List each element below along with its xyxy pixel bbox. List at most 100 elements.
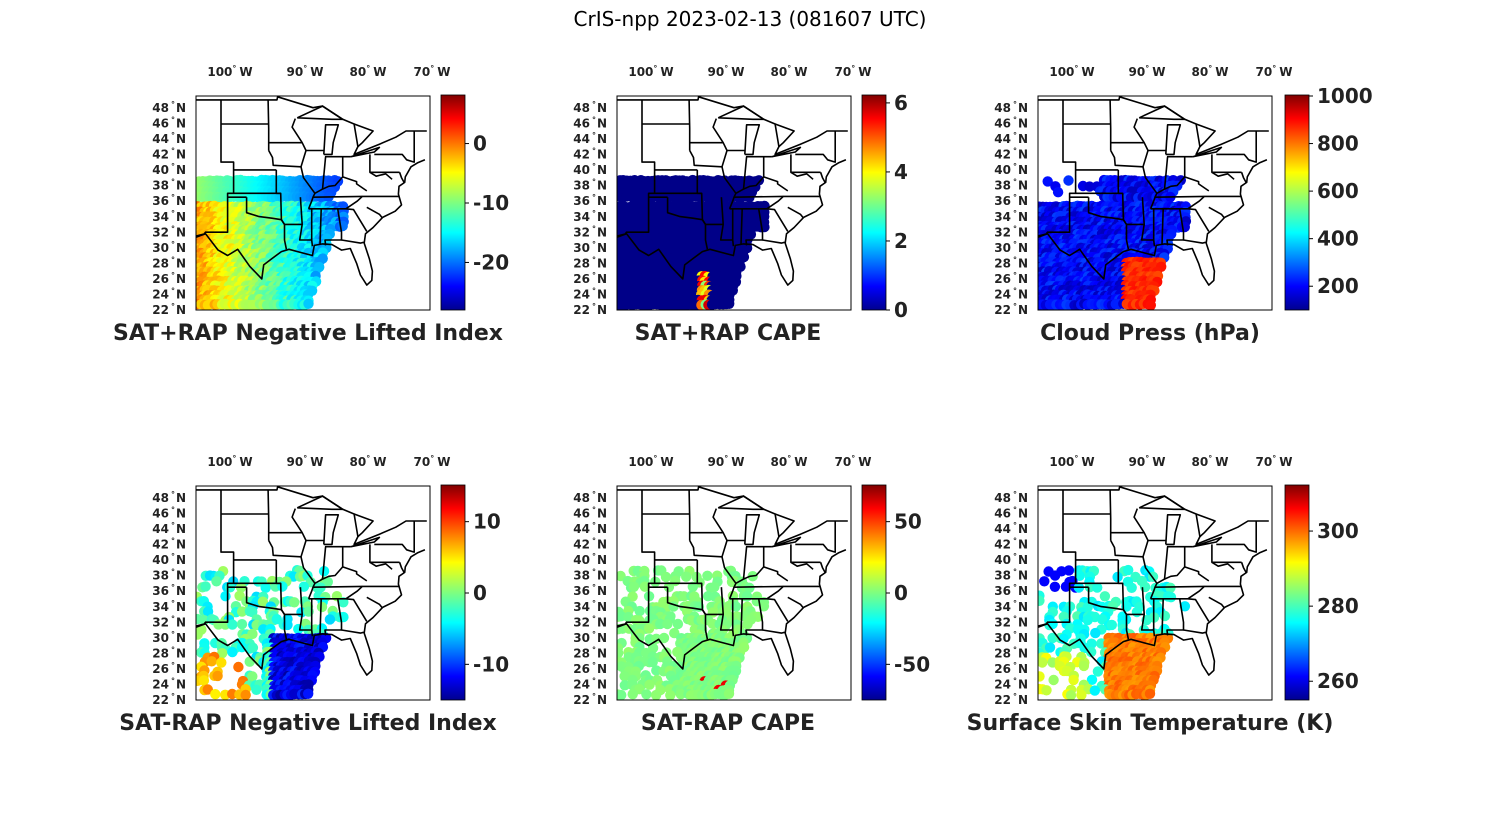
border-line bbox=[291, 508, 316, 584]
observation-point bbox=[1068, 674, 1079, 686]
observation-point bbox=[1041, 685, 1052, 696]
panel-title: SAT+RAP Negative Lifted Index bbox=[113, 321, 503, 346]
observation-point bbox=[1063, 175, 1074, 186]
border-line bbox=[790, 171, 814, 180]
observation-point bbox=[681, 571, 692, 582]
observation-point bbox=[200, 581, 211, 592]
border-line bbox=[766, 585, 820, 600]
observation-point bbox=[1099, 591, 1111, 602]
border-line bbox=[366, 596, 383, 608]
observation-point bbox=[617, 689, 627, 700]
observation-point bbox=[639, 581, 651, 592]
latitude-label: 44 °N bbox=[994, 521, 1028, 536]
observation-point bbox=[1060, 581, 1072, 592]
observation-point bbox=[678, 591, 690, 602]
observation-point bbox=[647, 656, 658, 668]
longitude-label: 90° W bbox=[708, 64, 745, 79]
latitude-label: 36 °N bbox=[152, 583, 186, 598]
latitude-label: 46 °N bbox=[994, 506, 1028, 521]
border-line bbox=[341, 239, 364, 244]
observation-point bbox=[1074, 570, 1085, 581]
latitude-label: 44 °N bbox=[152, 131, 186, 146]
observation-point bbox=[324, 614, 336, 625]
longitude-label: 90° W bbox=[287, 64, 324, 79]
panel-title: SAT-RAP Negative Lifted Index bbox=[119, 711, 496, 736]
border-line bbox=[337, 598, 368, 622]
longitude-label: 70° W bbox=[1256, 64, 1293, 79]
border-line bbox=[398, 172, 405, 183]
observation-point bbox=[650, 689, 662, 700]
border-line bbox=[1138, 105, 1186, 121]
border-line bbox=[617, 622, 627, 628]
observation-point bbox=[643, 623, 655, 634]
colorbar-tick-label: 6 bbox=[894, 91, 908, 115]
border-line bbox=[1133, 118, 1158, 194]
border-line bbox=[666, 587, 709, 640]
observation-point bbox=[641, 689, 652, 700]
colorbar-tick-label: 0 bbox=[894, 298, 908, 322]
border-line bbox=[321, 156, 327, 190]
latitude-label: 40 °N bbox=[994, 162, 1028, 177]
colorbar-tick-label: 300 bbox=[1317, 519, 1359, 543]
observation-point bbox=[303, 688, 314, 699]
observation-point bbox=[233, 661, 244, 673]
border-line bbox=[350, 146, 381, 158]
latitude-labels: 22 °N24 °N26 °N28 °N30 °N32 °N34 °N36 °N38 °N40 °N… bbox=[152, 100, 186, 317]
longitude-label: 70° W bbox=[414, 454, 451, 469]
border-line bbox=[1154, 195, 1205, 198]
border-line bbox=[1179, 208, 1210, 232]
latitude-label: 32 °N bbox=[994, 224, 1028, 239]
border-line bbox=[1163, 156, 1169, 190]
observation-point bbox=[1123, 564, 1134, 576]
map-area bbox=[617, 96, 851, 310]
border-line bbox=[819, 172, 826, 183]
longitude-label: 80° W bbox=[350, 64, 387, 79]
latitude-label: 34 °N bbox=[573, 209, 607, 224]
observation-point bbox=[318, 566, 330, 577]
observation-point bbox=[211, 576, 222, 587]
border-line bbox=[758, 598, 789, 622]
border-line bbox=[819, 562, 826, 573]
border-line bbox=[1138, 495, 1186, 511]
observation-point bbox=[210, 689, 221, 700]
latitude-label: 24 °N bbox=[994, 286, 1028, 301]
border-line bbox=[1208, 206, 1225, 218]
observation-point bbox=[619, 671, 630, 682]
latitude-label: 40 °N bbox=[573, 552, 607, 567]
border-line bbox=[733, 195, 784, 198]
border-line bbox=[719, 587, 735, 637]
latitude-label: 32 °N bbox=[152, 614, 186, 629]
colorbar-tick-label: -10 bbox=[473, 652, 509, 676]
latitude-label: 42 °N bbox=[573, 147, 607, 162]
observation-point bbox=[1044, 642, 1056, 653]
observation-point bbox=[202, 684, 213, 695]
observation-point bbox=[1047, 632, 1058, 644]
border-line bbox=[742, 598, 764, 636]
observation-point bbox=[1065, 690, 1077, 700]
observation-point bbox=[1089, 685, 1101, 696]
latitude-label: 24 °N bbox=[152, 676, 186, 691]
coastline bbox=[617, 159, 847, 286]
border-line bbox=[267, 99, 270, 151]
latitude-label: 30 °N bbox=[573, 240, 607, 255]
colorbar-tick-label: 0 bbox=[473, 581, 487, 605]
latitude-label: 22 °N bbox=[994, 692, 1028, 707]
border-line bbox=[774, 513, 795, 538]
observation-point bbox=[1126, 582, 1137, 593]
border-line bbox=[771, 536, 802, 548]
figure-title: CrIS-npp 2023-02-13 (081607 UTC) bbox=[573, 7, 927, 31]
longitude-label: 100° W bbox=[207, 454, 252, 469]
observation-point bbox=[617, 647, 624, 659]
latitude-label: 22 °N bbox=[573, 302, 607, 317]
border-line bbox=[337, 208, 368, 232]
border-line bbox=[267, 150, 302, 168]
border-line bbox=[719, 197, 735, 247]
border-line bbox=[345, 585, 399, 600]
colorbar-tick-label: 200 bbox=[1317, 274, 1359, 298]
border-line bbox=[321, 208, 343, 246]
observation-point bbox=[196, 629, 203, 640]
border-line bbox=[369, 171, 393, 180]
latitude-label: 48 °N bbox=[573, 490, 607, 505]
border-line bbox=[712, 118, 737, 194]
observation-point bbox=[240, 689, 251, 700]
